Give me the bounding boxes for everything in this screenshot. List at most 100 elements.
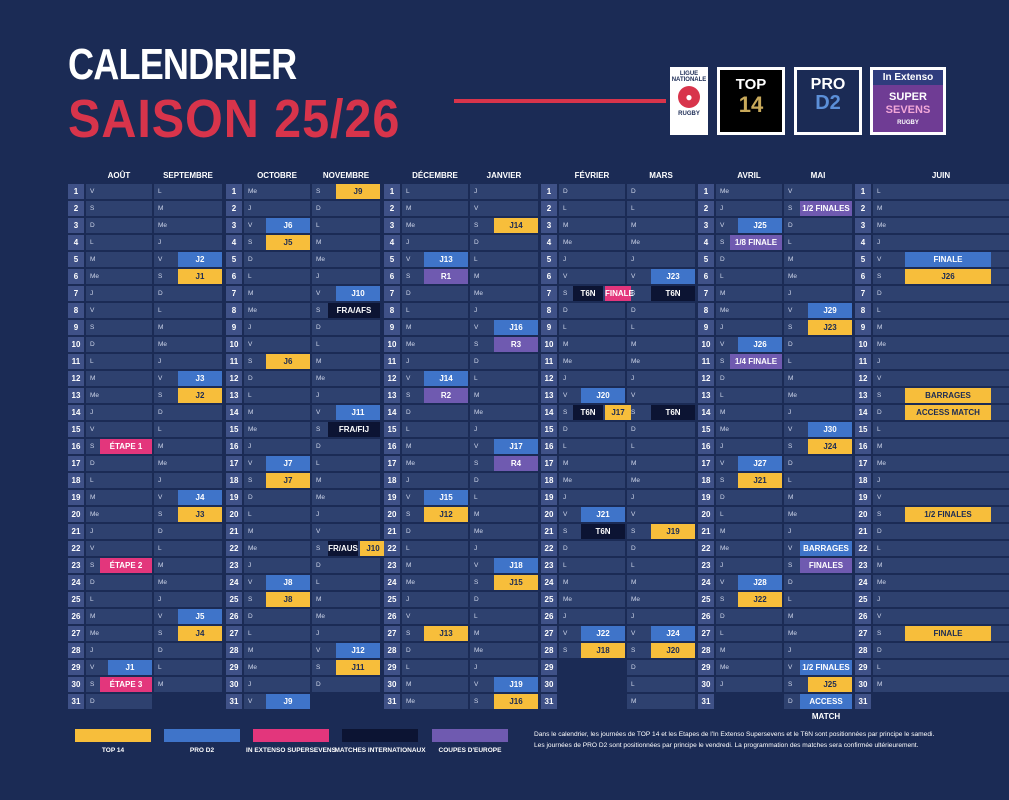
event-t14: J5: [266, 235, 310, 250]
event-pd2: J9: [266, 694, 310, 709]
event-t14: 1/2 FINALES: [905, 507, 991, 522]
event-cup: 1/2 FINALES: [800, 201, 852, 216]
weekday: L: [720, 511, 724, 518]
weekday: L: [316, 579, 320, 586]
day-cell: Me: [470, 643, 538, 658]
weekday: S: [720, 596, 725, 603]
day-row: 6 V V J23: [541, 269, 695, 284]
weekday: D: [474, 596, 479, 603]
weekday: Me: [406, 460, 416, 467]
day-number: 3: [226, 218, 242, 233]
weekday: M: [720, 647, 726, 654]
day-number: 20: [68, 507, 84, 522]
day-cell: V: [873, 609, 1009, 624]
weekday: J: [877, 596, 881, 603]
day-cell: M: [627, 456, 695, 471]
day-cell: J: [559, 371, 625, 386]
day-number: 13: [698, 388, 714, 403]
weekday: Me: [90, 511, 100, 518]
day-number: 8: [226, 303, 242, 318]
day-row: 17 V L J7: [226, 456, 380, 471]
day-row: 17 Me S R4: [384, 456, 538, 471]
day-row: 27 S M J13: [384, 626, 538, 641]
weekday: S: [877, 392, 882, 399]
event-t14: J26: [905, 269, 991, 284]
day-number: 29: [226, 660, 242, 675]
event-sev: ÉTAPE 1: [100, 439, 152, 454]
weekday: V: [406, 256, 411, 263]
day-row: 14 S S T6N J17 T6N: [541, 405, 695, 420]
weekday: S: [631, 647, 636, 654]
day-row: 29 Me S J11: [226, 660, 380, 675]
event-pd2: J25: [738, 218, 782, 233]
day-cell: M: [154, 558, 222, 573]
weekday: L: [563, 562, 567, 569]
weekday: V: [474, 562, 479, 569]
day-number: 30: [698, 677, 714, 692]
day-row: 13 S M R2: [384, 388, 538, 403]
day-row: 31 D: [68, 694, 222, 709]
day-cell: D: [470, 354, 538, 369]
weekday: Me: [158, 460, 168, 467]
day-number: 31: [68, 694, 84, 709]
day-row: 18 J: [855, 473, 1009, 488]
weekday: J: [720, 443, 724, 450]
day-row: 3 V D J25: [698, 218, 852, 233]
weekday: M: [474, 392, 480, 399]
weekday: J: [248, 681, 252, 688]
weekday: Me: [720, 545, 730, 552]
day-cell: M: [402, 439, 468, 454]
day-cell: M: [402, 201, 468, 216]
weekday: V: [248, 579, 253, 586]
day-cell: J: [559, 252, 625, 267]
day-cell: M: [86, 252, 152, 267]
day-number: 19: [68, 490, 84, 505]
weekday: V: [720, 341, 725, 348]
event-pd2: J3: [178, 371, 222, 386]
day-cell: V: [86, 541, 152, 556]
event-int: T6N: [651, 405, 695, 420]
weekday: D: [406, 409, 411, 416]
weekday: M: [877, 681, 883, 688]
event-pd2: J28: [738, 575, 782, 590]
weekday: S: [474, 341, 479, 348]
day-row: 15 D D: [541, 422, 695, 437]
weekday: M: [788, 256, 794, 263]
weekday: Me: [406, 341, 416, 348]
day-number: 25: [855, 592, 871, 607]
weekday: Me: [248, 426, 258, 433]
weekday: L: [90, 596, 94, 603]
rugby-ball-icon: ●: [678, 86, 700, 108]
day-cell: J: [716, 439, 782, 454]
weekday: L: [248, 511, 252, 518]
day-row: 21 S S T6N J19: [541, 524, 695, 539]
weekday: L: [474, 375, 478, 382]
day-cell: J: [627, 609, 695, 624]
weekday: J: [563, 375, 567, 382]
weekday: M: [158, 324, 164, 331]
weekday: L: [406, 188, 410, 195]
day-row: 18 L J: [68, 473, 222, 488]
day-number: 1: [855, 184, 871, 199]
day-cell: J: [154, 235, 222, 250]
day-row: 16 J S J24: [698, 439, 852, 454]
day-cell: L: [470, 490, 538, 505]
weekday: M: [90, 375, 96, 382]
day-row: 14 M J: [698, 405, 852, 420]
day-row: 7 D Me: [384, 286, 538, 301]
event-pd2: J19: [494, 677, 538, 692]
weekday: M: [720, 528, 726, 535]
weekday: L: [248, 630, 252, 637]
event-cup: R4: [494, 456, 538, 471]
weekday: D: [474, 358, 479, 365]
day-number: 12: [541, 371, 557, 386]
event-t14: J24: [808, 439, 852, 454]
day-row: 27 V V J22 J24: [541, 626, 695, 641]
weekday: S: [406, 511, 411, 518]
day-number: 23: [226, 558, 242, 573]
weekday: Me: [474, 290, 484, 297]
event-pd2: J27: [738, 456, 782, 471]
day-number: 31: [698, 694, 714, 709]
